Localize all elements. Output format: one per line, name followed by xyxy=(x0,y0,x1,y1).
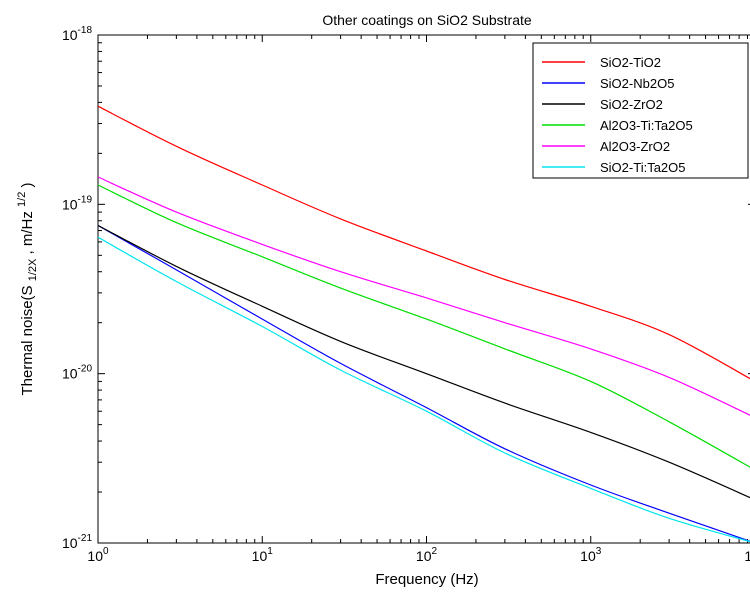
y-axis-label-superscript: 1/2 xyxy=(16,192,28,207)
series-line-SiO2-ZrO2 xyxy=(97,224,750,499)
legend: SiO2-TiO2 SiO2-Nb2O5 SiO2-ZrO2 Al2O3-Ti:Ta2… xyxy=(532,42,749,179)
chart-title: Other coatings on SiO2 Substrate xyxy=(322,12,532,28)
x-tick-label: 104 xyxy=(744,546,750,564)
legend-label: Al2O3-Ti:Ta2O5 xyxy=(600,118,693,133)
x-tick-label: 101 xyxy=(252,546,274,564)
x-tick-label: 103 xyxy=(580,546,602,564)
y-axis-label: Thermal noise(S 1/2X , m/Hz 1/2 ) xyxy=(12,182,40,395)
y-tick-label: 10-18 xyxy=(62,25,92,43)
x-axis-label: Frequency (Hz) xyxy=(375,571,478,588)
y-tick-label: 10-19 xyxy=(62,194,92,212)
legend-label: SiO2-Nb2O5 xyxy=(600,76,674,91)
y-tick-label: 10-20 xyxy=(62,364,92,382)
y-axis-label-unit: , m/Hz xyxy=(19,211,36,254)
y-tick-label: 10-21 xyxy=(62,533,92,551)
series-line-SiO2-TiO2 xyxy=(97,105,750,380)
legend-label: Al2O3-ZrO2 xyxy=(600,139,670,154)
legend-label: SiO2-Ti:Ta2O5 xyxy=(600,160,686,175)
series-line-SiO2-Ti:Ta2O5 xyxy=(97,236,750,543)
legend-label: SiO2-TiO2 xyxy=(600,55,661,70)
x-tick-labels: 100 101 102 103 104 xyxy=(87,546,750,564)
x-tick-label: 100 xyxy=(87,546,109,564)
series-line-SiO2-Nb2O5 xyxy=(97,224,750,542)
y-axis-label-subscript: 1/2X xyxy=(27,258,39,281)
legend-label: SiO2-ZrO2 xyxy=(600,97,663,112)
y-axis-label-end: ) xyxy=(19,182,36,187)
x-tick-label: 102 xyxy=(416,546,438,564)
series-line-Al2O3-Ti:Ta2O5 xyxy=(97,184,750,468)
y-tick-labels: 10-21 10-20 10-19 10-18 xyxy=(62,25,92,551)
series-lines xyxy=(97,105,750,543)
series-line-Al2O3-ZrO2 xyxy=(97,176,750,416)
y-axis-label-main: Thermal noise(S xyxy=(19,285,36,395)
legend-box xyxy=(532,42,749,179)
